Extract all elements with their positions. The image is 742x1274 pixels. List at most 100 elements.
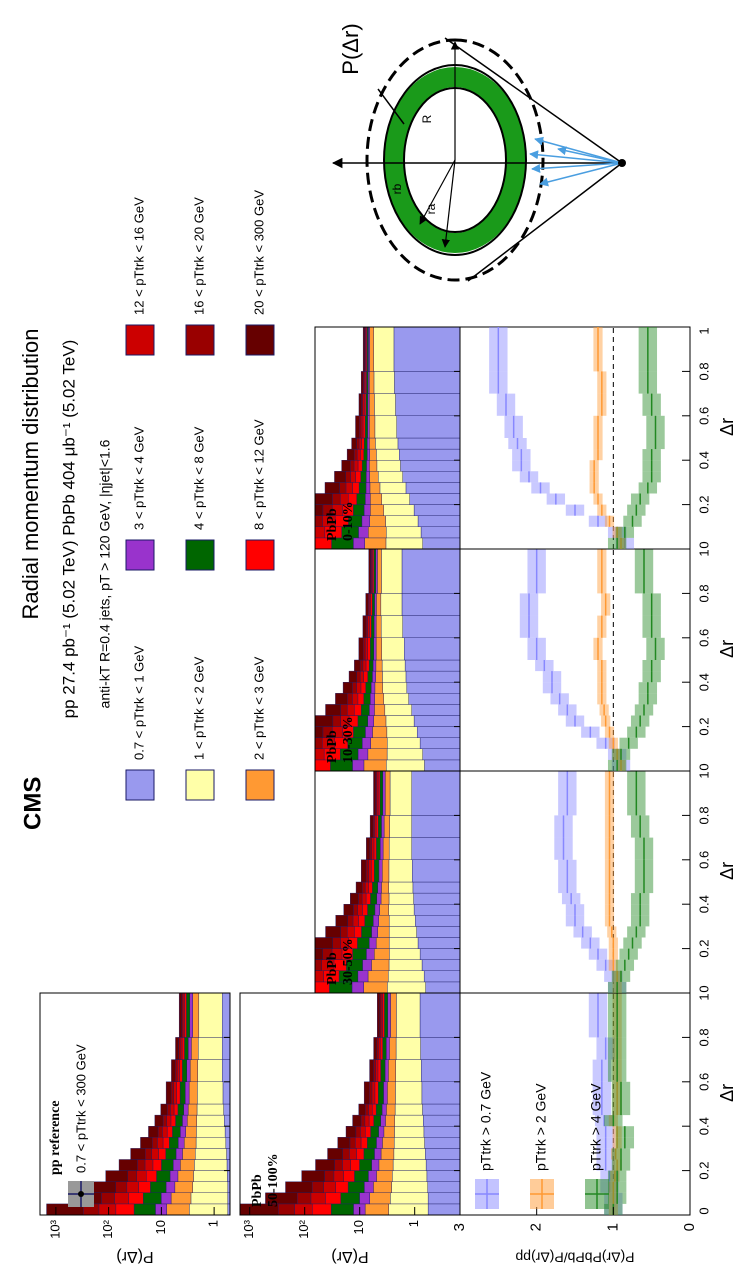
- stack-segment: [196, 1103, 224, 1116]
- stack-segment: [179, 1059, 183, 1083]
- stack-segment: [169, 1137, 179, 1149]
- stack-segment: [375, 815, 379, 838]
- stack-segment: [352, 693, 359, 705]
- stack-segment: [369, 615, 372, 638]
- stack-segment: [347, 926, 355, 938]
- stack-segment: [185, 1081, 190, 1105]
- stack-segment: [128, 1192, 144, 1205]
- stack-segment: [420, 1037, 460, 1060]
- panel-label: PbPb: [325, 952, 340, 985]
- stack-segment: [374, 948, 390, 960]
- stack-segment: [411, 837, 460, 860]
- experiment: CMS: [19, 777, 46, 830]
- stack-segment: [374, 815, 377, 838]
- apex: [618, 159, 626, 167]
- stack-segment: [342, 681, 353, 694]
- stack-segment: [357, 937, 370, 949]
- stack-segment: [367, 448, 370, 461]
- stack-segment: [365, 1103, 369, 1116]
- legend-swatch: [245, 324, 275, 356]
- stack-segment: [401, 593, 460, 616]
- stack-segment: [369, 515, 386, 527]
- stack-segment: [373, 915, 379, 927]
- stack-segment: [146, 1170, 157, 1182]
- stack-segment: [370, 693, 375, 705]
- y-tick-label: 1: [604, 1223, 621, 1231]
- stack-segment: [366, 948, 375, 960]
- stack-segment: [388, 859, 413, 883]
- stack-segment: [187, 1103, 198, 1116]
- stack-segment: [365, 859, 369, 883]
- stack-segment: [226, 1148, 230, 1160]
- stack-segment: [375, 1059, 379, 1083]
- stack-segment: [364, 415, 368, 439]
- stack-segment: [373, 1114, 381, 1127]
- stack-segment: [423, 1126, 460, 1138]
- stack-segment: [345, 482, 353, 494]
- stack-segment: [332, 937, 341, 949]
- stack-segment: [367, 637, 371, 661]
- stack-segment: [385, 715, 415, 727]
- stack-segment: [378, 1126, 385, 1138]
- stack-segment: [384, 771, 391, 816]
- subtitle: pp 27.4 pb⁻¹ (5.02 TeV) PbPb 404 μb⁻¹ (5…: [59, 340, 78, 719]
- stack-segment: [365, 593, 369, 616]
- stack-segment: [356, 493, 366, 505]
- stack-segment: [165, 1148, 177, 1160]
- legend-swatch: [185, 769, 215, 801]
- track-arrow: [534, 136, 623, 164]
- stack-segment: [368, 881, 373, 894]
- stack-segment: [405, 482, 460, 494]
- legend-label: 2 < pTtrk < 3 GeV: [251, 656, 266, 760]
- stack-segment: [358, 437, 362, 450]
- stack-segment: [425, 1159, 460, 1171]
- y-tick-label: 0: [681, 1223, 698, 1231]
- stack-segment: [393, 327, 460, 372]
- stack-segment: [386, 1037, 390, 1060]
- stack-segment: [183, 1103, 189, 1116]
- stack-segment: [293, 760, 311, 771]
- stack-segment: [350, 892, 359, 905]
- stack-segment: [365, 881, 369, 894]
- stack-segment: [352, 482, 360, 494]
- diagram-label: R: [420, 114, 434, 123]
- stack-segment: [137, 1159, 146, 1171]
- stack-segment: [225, 1137, 230, 1149]
- stack-segment: [334, 471, 346, 483]
- stack-segment: [362, 959, 372, 971]
- stack-segment: [154, 1114, 164, 1127]
- stack-segment: [391, 1181, 428, 1194]
- stack-segment: [283, 738, 310, 749]
- stack-segment: [416, 926, 460, 938]
- stack-segment: [360, 1137, 368, 1149]
- stack-segment: [368, 549, 371, 594]
- stack-segment: [360, 415, 364, 439]
- stack-segment: [195, 1137, 227, 1149]
- stack-segment: [383, 693, 409, 705]
- stack-segment: [365, 681, 372, 694]
- legend-swatch: [245, 539, 275, 571]
- stack-segment: [388, 1203, 429, 1215]
- stack-segment: [395, 1081, 423, 1105]
- stack-segment: [364, 393, 367, 416]
- stack-segment: [341, 459, 351, 472]
- x-tick-label: 0.4: [696, 451, 711, 469]
- stack-segment: [333, 1170, 344, 1182]
- x-tick-label: 0.6: [696, 629, 711, 647]
- legend-swatch: [185, 324, 215, 356]
- stack-segment: [294, 1203, 313, 1215]
- stack-segment: [151, 1148, 159, 1160]
- stack-segment: [342, 1148, 350, 1160]
- stack-segment: [367, 715, 374, 727]
- stack-segment: [427, 1181, 460, 1194]
- stack-segment: [362, 615, 367, 638]
- x-axis-label: Δr: [717, 1084, 737, 1102]
- stack-segment: [178, 993, 182, 1038]
- stack-segment: [327, 1148, 343, 1160]
- stack-segment: [382, 837, 390, 860]
- stack-segment: [354, 659, 361, 672]
- stack-segment: [263, 527, 295, 538]
- stack-segment: [162, 1114, 168, 1127]
- stack-segment: [172, 1126, 181, 1138]
- x-tick-label: 0.2: [696, 940, 711, 958]
